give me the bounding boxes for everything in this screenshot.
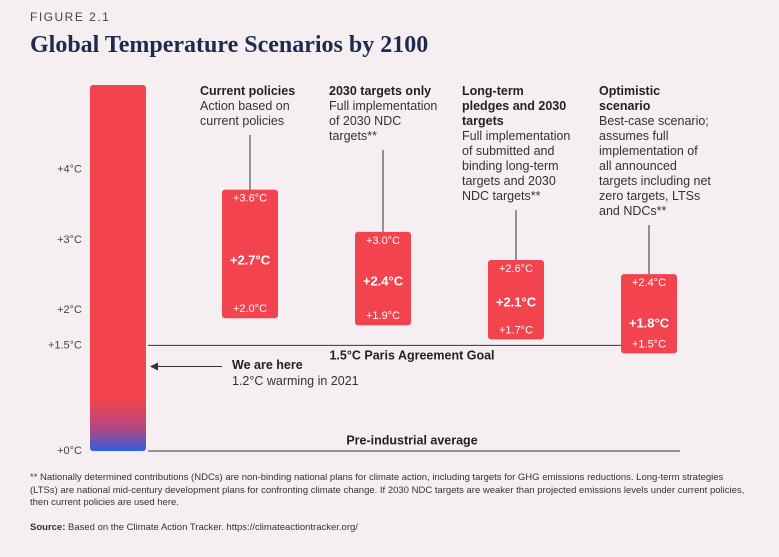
scenario-text: 2030 targets only Full implementation of … — [329, 84, 441, 144]
low-label: +1.7°C — [499, 324, 533, 336]
scenario-description: Full implementation of submitted and bin… — [462, 129, 571, 203]
scenario-text: Long-term pledges and 2030 targets Full i… — [462, 84, 574, 204]
range-box — [621, 274, 677, 354]
high-label: +2.6°C — [499, 263, 533, 275]
thermometer-bar — [90, 85, 146, 451]
y-tick-label: +1.5°C — [48, 339, 82, 351]
low-label: +1.9°C — [366, 310, 400, 322]
y-tick-label: +3°C — [57, 234, 82, 246]
y-tick-label: +4°C — [57, 163, 82, 175]
scenario-description: Full implementation of 2030 NDC targets*… — [329, 99, 438, 143]
median-label: +2.4°C — [363, 274, 404, 289]
figure-label: FIGURE 2.1 — [30, 10, 111, 24]
source-label: Source: — [30, 522, 66, 533]
source: Source: Based on the Climate Action Trac… — [30, 522, 358, 533]
median-label: +2.7°C — [230, 252, 271, 267]
now-arrowhead — [150, 362, 158, 371]
goal-label: 1.5°C Paris Agreement Goal — [329, 349, 494, 363]
now-text: 1.2°C warming in 2021 — [232, 374, 359, 388]
high-label: +3.6°C — [233, 193, 267, 205]
high-label: +3.0°C — [366, 235, 400, 247]
range-box — [488, 260, 544, 340]
low-label: +2.0°C — [233, 303, 267, 315]
median-label: +2.1°C — [496, 295, 537, 310]
scenario-text: Current policies Action based on current … — [200, 84, 318, 129]
low-label: +1.5°C — [632, 338, 666, 350]
scenario-description: Action based on current policies — [200, 99, 290, 128]
scenario-description: Best-case scenario; assumes full impleme… — [599, 114, 711, 218]
scenario-heading: 2030 targets only — [329, 84, 432, 98]
high-label: +2.4°C — [632, 277, 666, 289]
scenario-heading: Current policies — [200, 84, 296, 98]
scenario-heading: Optimistic scenario — [599, 84, 661, 113]
now-label: We are here — [232, 358, 303, 372]
y-tick-label: +0°C — [57, 445, 82, 457]
y-tick-label: +2°C — [57, 304, 82, 316]
scenario-text: Optimistic scenario Best-case scenario; a… — [599, 84, 711, 219]
baseline-label: Pre-industrial average — [346, 433, 477, 447]
chart-title: Global Temperature Scenarios by 2100 — [30, 32, 429, 58]
scenario-heading: Long-term pledges and 2030 targets — [462, 84, 567, 128]
median-label: +1.8°C — [629, 316, 670, 331]
range-box — [222, 189, 278, 319]
range-box — [355, 231, 411, 326]
source-text: Based on the Climate Action Tracker. htt… — [68, 522, 358, 533]
footnote: ** Nationally determined contributions (… — [30, 472, 745, 508]
